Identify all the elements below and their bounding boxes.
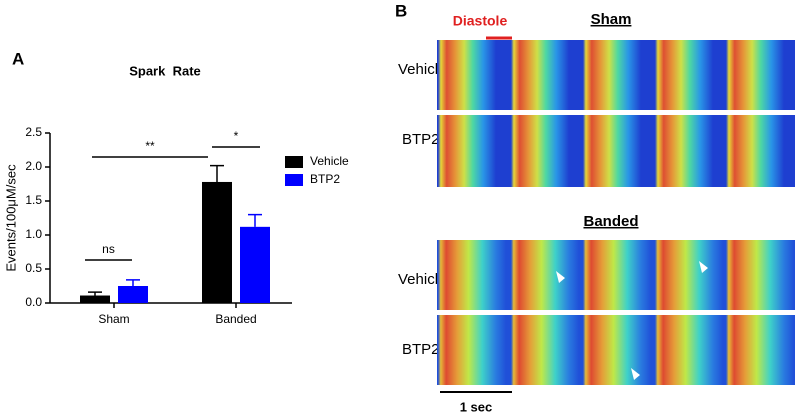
group-title: Sham [591,11,632,28]
panel-label: B [395,1,407,20]
row-label: BTP2 [402,131,440,148]
y-tick-label: 0.5 [25,261,42,275]
transient [438,240,506,310]
transient [655,315,723,385]
transient [583,40,641,110]
linescan-images [437,40,795,385]
arrowhead [556,271,565,283]
gap [437,110,795,115]
diastole-label: Diastole [453,13,508,29]
transient [655,240,723,310]
bar [118,286,148,303]
row-label: BTP2 [402,341,440,358]
transient [438,315,506,385]
y-tick-label: 2.0 [25,159,42,173]
transient [726,40,784,110]
transient [438,115,496,187]
y-tick-label: 0.0 [25,295,42,309]
transient [511,40,569,110]
arrowhead [631,368,640,380]
transient [726,240,794,310]
legend-label: BTP2 [310,172,340,186]
group-title: Banded [583,213,638,230]
transient [511,315,579,385]
transient [511,115,569,187]
error-bar [126,279,140,286]
y-tick-label: 2.5 [25,125,42,139]
x-tick-label: Banded [215,312,256,326]
arrowhead [699,261,708,273]
panel-label: A [12,49,24,68]
transient [655,40,713,110]
error-bar [88,291,102,296]
y-axis-label: Events/100μM/sec [3,164,18,272]
bar [240,226,270,303]
transient [438,40,496,110]
legend-swatch [285,156,303,168]
transient [726,115,784,187]
transient [726,315,794,385]
transient [655,115,713,187]
legend-label: Vehicle [310,154,349,168]
y-tick-label: 1.0 [25,227,42,241]
x-tick-label: Sham [98,312,129,326]
significance-label: * [234,129,239,143]
significance-label: ns [102,242,115,256]
scale-bar-label: 1 sec [460,399,493,414]
row-label: Vehicle [398,271,446,288]
error-bar [248,213,262,227]
transient [583,115,641,187]
transient [583,315,651,385]
transient [511,240,579,310]
significance-label: ** [145,139,155,153]
error-bar [210,164,224,182]
bar [202,181,232,303]
legend-swatch [285,174,303,186]
chart-title: Spark Rate [129,63,201,78]
transient [583,240,651,310]
gap [437,310,795,315]
bar [80,295,110,303]
row-label: Vehicle [398,61,446,78]
y-tick-label: 1.5 [25,193,42,207]
